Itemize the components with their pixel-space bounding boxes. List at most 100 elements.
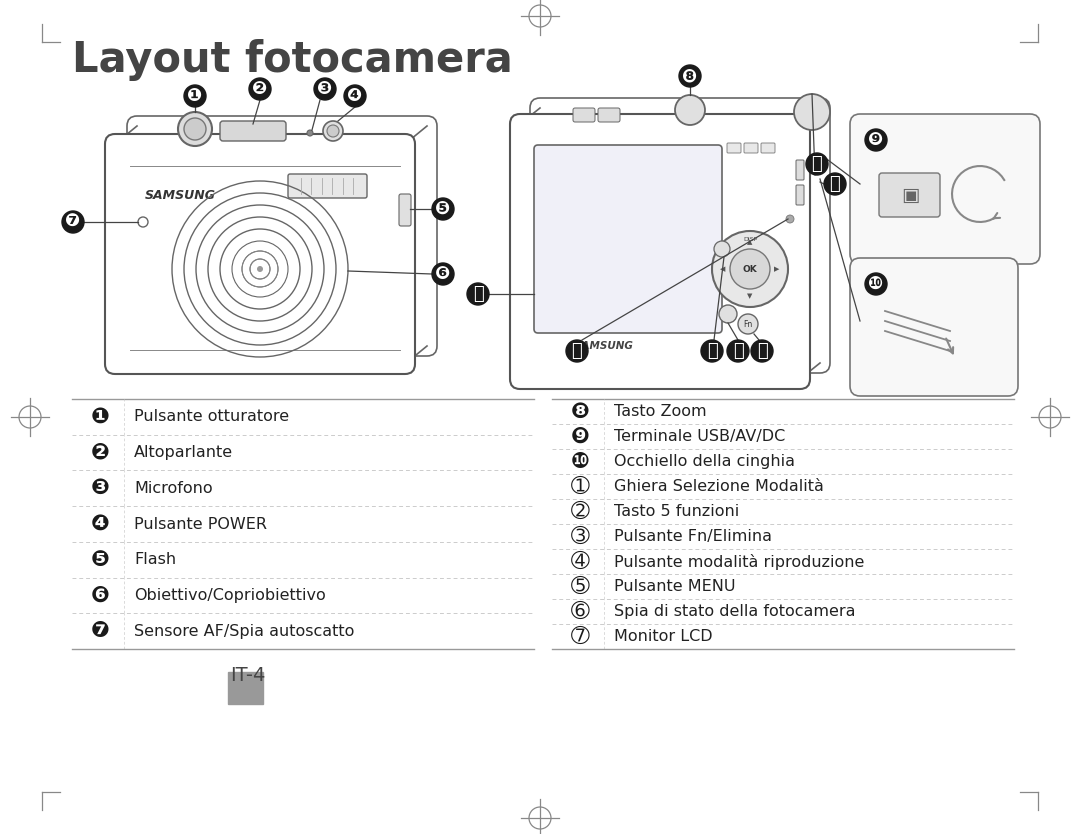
Circle shape — [727, 340, 750, 362]
Bar — [228, 672, 264, 704]
Text: Pulsante modalità riproduzione: Pulsante modalità riproduzione — [615, 554, 864, 570]
Text: Sensore AF/Spia autoscatto: Sensore AF/Spia autoscatto — [134, 624, 354, 639]
Circle shape — [701, 340, 723, 362]
Text: Altoparlante: Altoparlante — [134, 445, 233, 460]
Text: Tasto 5 funzioni: Tasto 5 funzioni — [615, 504, 739, 519]
FancyBboxPatch shape — [573, 108, 595, 122]
Circle shape — [730, 249, 770, 289]
Text: ➀: ➀ — [570, 476, 590, 496]
Circle shape — [62, 211, 84, 233]
Text: ⓰: ⓰ — [571, 342, 582, 360]
FancyBboxPatch shape — [127, 116, 437, 356]
Text: SAMSUNG: SAMSUNG — [145, 189, 216, 202]
Text: ❸: ❸ — [318, 80, 333, 98]
Text: ❿: ❿ — [570, 451, 590, 471]
Circle shape — [719, 305, 737, 323]
Circle shape — [323, 121, 343, 141]
Circle shape — [865, 129, 887, 151]
Text: ❷: ❷ — [91, 443, 109, 463]
Text: ❽: ❽ — [570, 401, 590, 421]
Text: ❼: ❼ — [66, 213, 81, 231]
Text: ➃: ➃ — [570, 551, 590, 571]
Circle shape — [467, 283, 489, 305]
Circle shape — [806, 153, 828, 175]
Text: Obiettivo/Copriobiettivo: Obiettivo/Copriobiettivo — [134, 588, 326, 603]
Circle shape — [345, 85, 366, 107]
Circle shape — [675, 95, 705, 125]
Circle shape — [865, 273, 887, 295]
Circle shape — [714, 241, 730, 257]
Circle shape — [432, 263, 454, 285]
Text: Pulsante MENU: Pulsante MENU — [615, 579, 735, 594]
Circle shape — [307, 130, 313, 136]
Text: ➆: ➆ — [570, 626, 590, 646]
Text: ❾: ❾ — [570, 426, 590, 446]
Circle shape — [824, 173, 846, 195]
Text: ❺: ❺ — [435, 200, 450, 218]
Text: OK: OK — [743, 264, 757, 274]
Circle shape — [751, 340, 773, 362]
FancyBboxPatch shape — [761, 143, 775, 153]
Text: ❺: ❺ — [91, 550, 109, 570]
Circle shape — [738, 314, 758, 334]
FancyBboxPatch shape — [399, 194, 411, 226]
Text: ❼: ❼ — [91, 621, 109, 641]
FancyBboxPatch shape — [105, 134, 415, 374]
Text: ▶: ▶ — [774, 266, 780, 272]
Text: SAMSUNG: SAMSUNG — [575, 341, 634, 351]
Text: ➄: ➄ — [570, 576, 590, 596]
Text: ❷: ❷ — [253, 80, 268, 98]
Circle shape — [679, 65, 701, 87]
Text: ❶: ❶ — [91, 407, 109, 427]
Text: ⓭: ⓭ — [757, 342, 768, 360]
Text: Tasto Zoom: Tasto Zoom — [615, 404, 706, 419]
Text: ➂: ➂ — [570, 526, 590, 546]
Text: Occhiello della cinghia: Occhiello della cinghia — [615, 454, 795, 469]
Text: ➅: ➅ — [570, 601, 590, 621]
FancyBboxPatch shape — [534, 145, 723, 333]
Text: ❶: ❶ — [187, 87, 203, 105]
FancyBboxPatch shape — [850, 258, 1018, 396]
Circle shape — [314, 78, 336, 100]
Text: ❾: ❾ — [868, 131, 883, 149]
Text: Ghiera Selezione Modalità: Ghiera Selezione Modalità — [615, 479, 824, 494]
Text: ❻: ❻ — [435, 265, 450, 283]
FancyBboxPatch shape — [510, 114, 810, 389]
Text: ▼: ▼ — [747, 293, 753, 299]
Circle shape — [327, 125, 339, 137]
Text: ❹: ❹ — [348, 87, 363, 105]
Text: ❿: ❿ — [868, 275, 883, 293]
Text: Microfono: Microfono — [134, 480, 213, 495]
Text: Fn: Fn — [743, 319, 753, 329]
Text: Pulsante POWER: Pulsante POWER — [134, 516, 267, 531]
Text: ◀: ◀ — [720, 266, 726, 272]
Circle shape — [249, 78, 271, 100]
Text: Pulsante otturatore: Pulsante otturatore — [134, 409, 289, 425]
Text: Spia di stato della fotocamera: Spia di stato della fotocamera — [615, 604, 855, 619]
FancyBboxPatch shape — [220, 121, 286, 141]
Text: ⓫: ⓫ — [812, 155, 822, 173]
Text: ⓮: ⓮ — [732, 342, 743, 360]
Text: ❸: ❸ — [91, 478, 109, 498]
Text: ⓯: ⓯ — [706, 342, 717, 360]
FancyBboxPatch shape — [744, 143, 758, 153]
Circle shape — [178, 112, 212, 146]
FancyBboxPatch shape — [598, 108, 620, 122]
Text: Monitor LCD: Monitor LCD — [615, 629, 713, 644]
Text: ❻: ❻ — [91, 585, 109, 605]
FancyBboxPatch shape — [288, 174, 367, 198]
Text: Layout fotocamera: Layout fotocamera — [72, 39, 513, 81]
FancyBboxPatch shape — [879, 173, 940, 217]
FancyBboxPatch shape — [796, 160, 804, 180]
FancyBboxPatch shape — [796, 185, 804, 205]
Text: IT-4: IT-4 — [230, 666, 266, 685]
Text: DISP: DISP — [743, 237, 757, 242]
Text: ▲: ▲ — [747, 239, 753, 245]
FancyBboxPatch shape — [530, 98, 831, 373]
Text: ▣: ▣ — [901, 185, 919, 204]
Circle shape — [566, 340, 588, 362]
Text: ❹: ❹ — [91, 514, 109, 534]
Text: Terminale USB/AV/DC: Terminale USB/AV/DC — [615, 429, 785, 444]
Circle shape — [184, 118, 206, 140]
Text: Flash: Flash — [134, 552, 176, 567]
